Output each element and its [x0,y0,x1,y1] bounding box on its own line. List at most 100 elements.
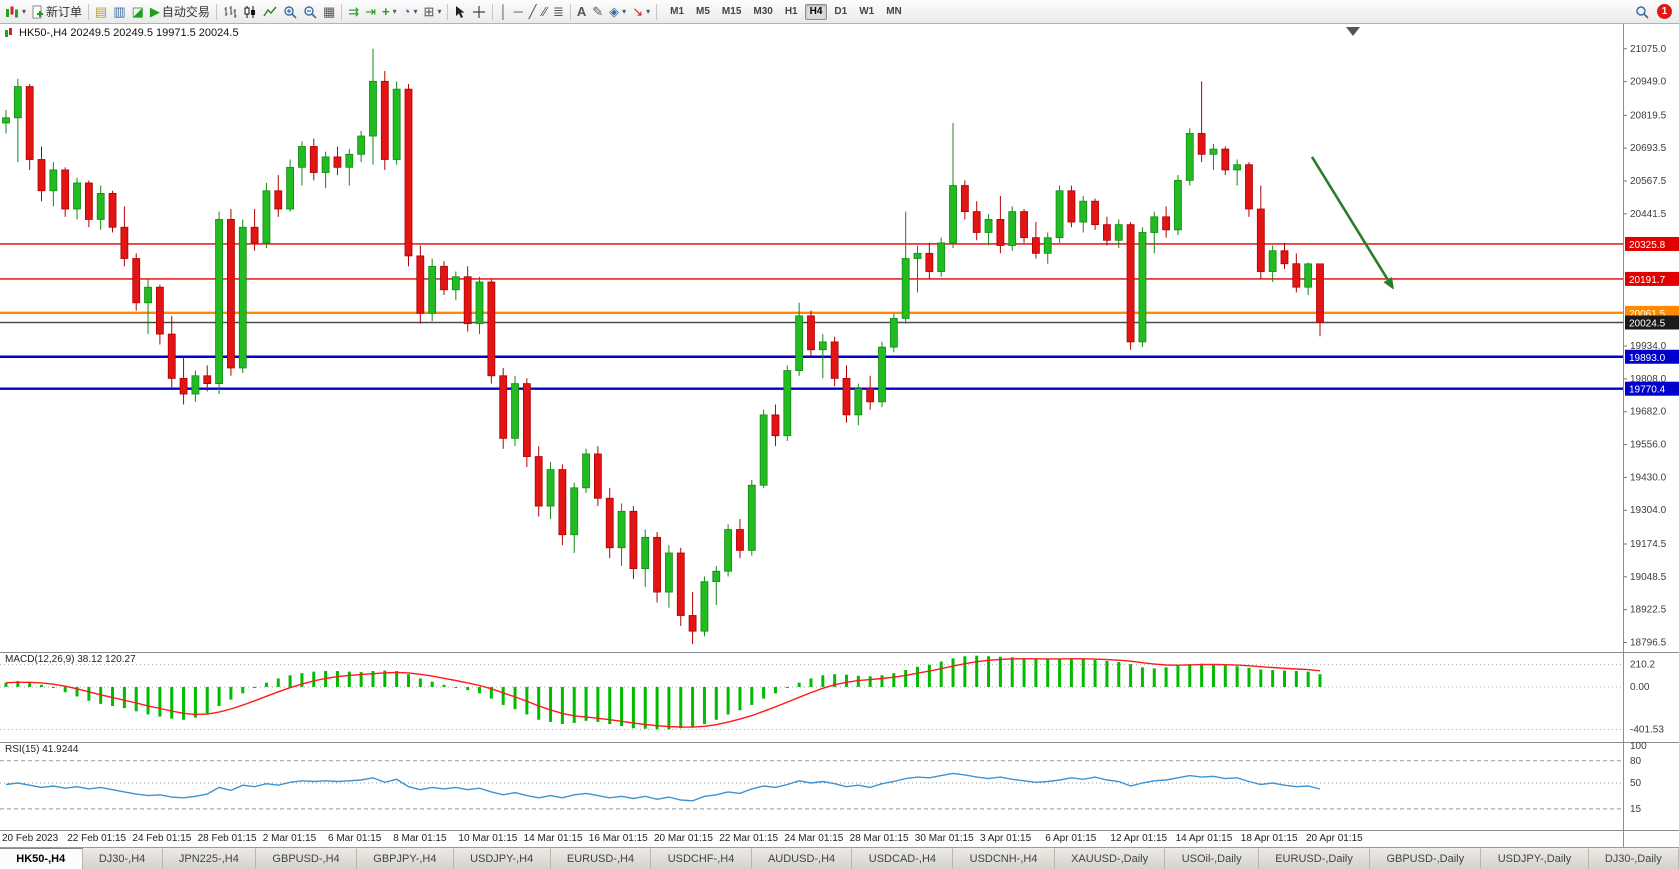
fibonacci-tool-button[interactable]: ≣ [550,2,567,22]
svg-text:19430.0: 19430.0 [1630,472,1667,483]
macd-panel[interactable]: 210.2 0.00 -401.53 MACD(12,26,9) 38.12 120… [0,652,1679,742]
chart-shift-button[interactable]: ⇥ [362,2,379,22]
chart-tab[interactable]: GBPUSD-,H4 [256,848,357,869]
trendline-tool-button[interactable]: ╱ [526,2,540,22]
time-axis[interactable]: 20 Feb 2023 22 Feb 01:15 24 Feb 01:15 28 Fe… [0,830,1679,847]
svg-text:0.00: 0.00 [1630,682,1650,693]
macd-label: MACD(12,26,9) 38.12 120.27 [5,654,136,665]
bar-chart-button[interactable] [220,2,240,22]
timeframe-m5-button[interactable]: M5 [696,5,710,17]
chart-tab[interactable]: DJ30-,H4 [82,848,163,869]
chart-tab[interactable]: USDCHF-,H4 [651,848,752,869]
svg-text:-401.53: -401.53 [1630,724,1664,735]
chart-tab[interactable]: AUDUSD-,H4 [751,848,853,869]
svg-text:80: 80 [1630,756,1642,767]
vertical-line-tool-button[interactable]: │ [496,2,510,22]
timeframe-m30-button[interactable]: M30 [753,5,773,17]
zoom-out-button[interactable] [300,2,320,22]
chart-tab[interactable]: USDCAD-,H4 [852,848,954,869]
toolbar-separator [215,3,217,20]
templates-button[interactable]: ⊞ ▾ [421,2,445,22]
timeframe-h4-button[interactable]: H4 [804,3,828,20]
chart-tab[interactable]: USDJPY-,Daily [1481,848,1589,869]
timeframe-m15-button[interactable]: M15 [721,5,742,17]
chart-tab[interactable]: JPN225-,H4 [162,848,257,869]
crosshair-icon [473,5,486,18]
new-chart-button[interactable]: ▾ [2,2,29,22]
arrows-tool-icon: ↘ [632,4,644,19]
chart-tab[interactable]: USDJPY-,H4 [453,848,551,869]
caret-icon: ▾ [413,6,418,16]
toolbar-separator [492,3,494,20]
rsi-canvas[interactable]: 100 80 50 15 [0,742,1679,830]
caret-icon: ▾ [392,6,397,16]
candlestick-chart-button[interactable] [240,2,260,22]
auto-scroll-icon: ⇉ [348,4,360,19]
chart-tab[interactable]: DJ30-,Daily [1588,848,1679,869]
chart-tab[interactable]: GBPUSD-,Daily [1370,848,1482,869]
time-label: 3 Apr 01:15 [980,833,1032,844]
label-tool-button[interactable]: ✎ [589,2,606,22]
text-tool-button[interactable]: A [574,2,589,22]
caret-icon: ▾ [646,6,651,16]
chart-tab[interactable]: EURUSD-,Daily [1258,848,1371,869]
shapes-tool-button[interactable]: ◈ ▾ [606,2,629,22]
caret-icon: ▾ [622,6,627,16]
svg-text:19770.4: 19770.4 [1629,385,1666,396]
svg-text:20024.5: 20024.5 [1629,318,1666,329]
timeframe-group: M1 M5 M15 M30 H1 H4 D1 W1 MN [664,3,908,20]
templates-icon: ⊞ [423,4,435,19]
toolbar-separator [341,3,343,20]
market-watch-button[interactable]: ▤ [92,2,110,22]
arrows-tool-button[interactable]: ↘ ▾ [629,2,653,22]
crosshair-button[interactable] [469,2,489,22]
svg-text:20567.5: 20567.5 [1630,176,1667,187]
timeframe-d1-button[interactable]: D1 [834,5,848,17]
chart-tab[interactable]: USOil-,Daily [1165,848,1259,869]
rsi-panel[interactable]: 100 80 50 15 RSI(15) 41.9244 [0,742,1679,830]
zoom-in-button[interactable] [280,2,300,22]
channel-tool-button[interactable]: ∕∕ [540,2,550,22]
time-label: 20 Apr 01:15 [1306,833,1363,844]
candlestick-chart-canvas[interactable]: 21075.0 20949.0 20819.5 20693.5 20567.5 20441… [0,24,1679,652]
auto-scroll-button[interactable]: ⇉ [345,2,362,22]
time-label: 2 Mar 01:15 [262,833,317,844]
line-chart-button[interactable] [260,2,280,22]
market-watch-icon: ▤ [95,4,108,19]
indicators-button[interactable]: + ▾ [379,2,400,22]
autotrading-button[interactable]: ▶ 自动交易 [147,2,213,22]
svg-text:20061.5: 20061.5 [1629,309,1666,320]
chart-tab[interactable]: XAUUSD-,Daily [1054,848,1166,869]
rsi-label: RSI(15) 41.9244 [5,744,79,755]
period-clock-button[interactable]: ◔ ▾ [400,2,421,22]
notification-badge[interactable]: 1 [1657,4,1672,19]
chart-tab[interactable]: HK50-,H4 [0,848,83,869]
timeframe-w1-button[interactable]: W1 [859,5,875,17]
horizontal-line-tool-button[interactable]: ─ [511,2,526,22]
svg-text:20325.8: 20325.8 [1629,240,1666,251]
chart-tab[interactable]: USDCNH-,H4 [953,848,1055,869]
time-label: 24 Feb 01:15 [132,833,192,844]
macd-canvas[interactable]: 210.2 0.00 -401.53 [0,652,1679,742]
main-chart[interactable]: 21075.0 20949.0 20819.5 20693.5 20567.5 20441… [0,24,1679,652]
timeframe-mn-button[interactable]: MN [886,5,902,17]
svg-text:20949.0: 20949.0 [1630,77,1667,88]
caret-icon: ▾ [22,6,27,16]
chart-tab[interactable]: EURUSD-,H4 [550,848,652,869]
search-button[interactable] [1632,2,1652,22]
terminal-button[interactable]: ◪ [129,2,147,22]
timeframe-h1-button[interactable]: H1 [784,5,798,17]
time-label: 20 Mar 01:15 [654,833,713,844]
chart-tab[interactable]: GBPJPY-,H4 [356,848,454,869]
trendline-icon: ╱ [528,4,537,19]
toolbar: ▾ 新订单 ▤ ▥ ◪ ▶ 自动交易 ▦ ⇉ ⇥ + ▾ ◔ ▾ ⊞ ▾ │ ─ ╱ … [0,0,1679,24]
timeframe-m1-button[interactable]: M1 [670,5,685,17]
chart-title-icon [5,28,12,37]
svg-text:100: 100 [1630,742,1647,752]
fibonacci-icon: ≣ [552,4,564,19]
data-window-button[interactable]: ▥ [110,2,128,22]
tile-windows-button[interactable]: ▦ [320,2,338,22]
cursor-button[interactable] [451,2,469,22]
svg-text:18796.5: 18796.5 [1630,637,1667,648]
new-order-button[interactable]: 新订单 [29,2,85,22]
